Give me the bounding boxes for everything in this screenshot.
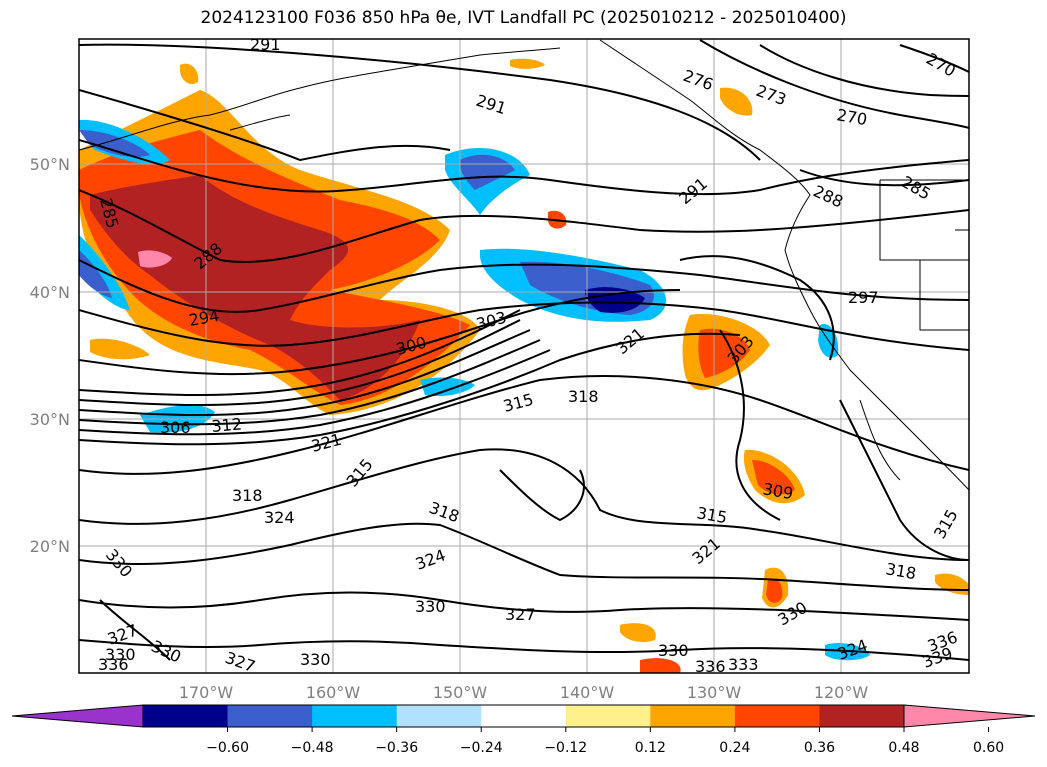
colorbar-segment: [819, 705, 905, 727]
lon-label: 140°W: [560, 683, 615, 702]
contour-label: 327: [505, 605, 536, 624]
lon-label: 130°W: [687, 683, 742, 702]
colorbar-segment: [650, 705, 736, 727]
colorbar-segment: [481, 705, 567, 727]
latitude-labels: 50°N 40°N 30°N 20°N: [30, 155, 70, 556]
colorbar-tick-label: 0.36: [804, 740, 835, 756]
lat-label: 20°N: [30, 537, 70, 556]
lat-label: 50°N: [30, 155, 70, 174]
contour-label: 333: [728, 655, 759, 674]
contour-label: 330: [300, 650, 331, 669]
positive-anomaly-region: [752, 460, 795, 495]
colorbar-tick-label: −0.24: [460, 740, 503, 756]
lat-label: 30°N: [30, 410, 70, 429]
colorbar-tick-label: −0.48: [291, 740, 334, 756]
positive-anomaly-region: [510, 58, 545, 69]
contour-label: 330: [105, 645, 136, 664]
positive-anomaly-region: [720, 87, 753, 116]
colorbar-tick-label: −0.36: [375, 740, 418, 756]
colorbar-segment: [396, 705, 482, 727]
positive-anomaly-region: [180, 63, 199, 85]
longitude-labels: 170°W 160°W 150°W 140°W 130°W 120°W: [179, 683, 869, 702]
colorbar-tick-label: 0.48: [888, 740, 919, 756]
contour-label: 291: [250, 35, 281, 54]
negative-anomaly-region: [79, 250, 112, 298]
map-plot-area: 291 291 276 273 270 270 285 288 291 285 …: [79, 35, 969, 676]
contour-label: 324: [264, 508, 295, 527]
map-frame: [78, 38, 970, 674]
colorbar-extend-max: [903, 704, 1036, 728]
positive-anomaly-region: [640, 658, 681, 673]
colorbar-segment: [565, 705, 651, 727]
lon-label: 150°W: [433, 683, 488, 702]
colorbar-tick-label: −0.60: [206, 740, 249, 756]
colorbar-extend-min: [11, 704, 144, 728]
colorbar-frame: [142, 704, 905, 728]
positive-anomaly-region: [90, 338, 150, 360]
contour-label: 336: [695, 657, 726, 676]
colorbar-segment: [312, 705, 398, 727]
contour-label: 330: [658, 641, 689, 660]
contour-label: 318: [568, 387, 599, 406]
negative-anomaly-region: [79, 130, 150, 157]
contour-label: 318: [232, 486, 263, 505]
positive-anomaly-region: [90, 175, 420, 400]
lon-label: 160°W: [306, 683, 361, 702]
positive-anomaly-region: [698, 328, 750, 378]
contour-label: 297: [848, 288, 879, 307]
colorbar-tick-label: −0.12: [544, 740, 587, 756]
lat-label: 40°N: [30, 283, 70, 302]
colorbar-segment: [734, 705, 820, 727]
colorbar-segment: [227, 705, 313, 727]
lon-label: 170°W: [179, 683, 234, 702]
colorbar: −0.60 −0.48 −0.36 −0.24 −0.12 0.12 0.24 0.36 0.4…: [11, 704, 1036, 756]
graticule: [79, 39, 969, 673]
contour-label: 330: [415, 597, 446, 616]
colorbar-tick-label: 0.12: [635, 740, 666, 756]
contour-label: 312: [211, 414, 243, 436]
theta-e-contours: [79, 39, 969, 661]
positive-anomaly-region: [766, 578, 783, 603]
colorbar-tick-label: 0.24: [719, 740, 750, 756]
colorbar-tick-label: 0.60: [973, 740, 1004, 756]
lon-label: 120°W: [814, 683, 869, 702]
positive-anomaly-region: [138, 250, 172, 268]
map-title: 2024123100 F036 850 hPa θe, IVT Landfall…: [200, 8, 847, 28]
positive-anomaly-region: [620, 623, 656, 643]
contour-label: 336: [98, 655, 129, 674]
negative-anomaly-region: [585, 287, 645, 313]
coastlines: [79, 39, 969, 491]
contour-label: 306: [160, 418, 191, 437]
colorbar-segment: [143, 705, 229, 727]
